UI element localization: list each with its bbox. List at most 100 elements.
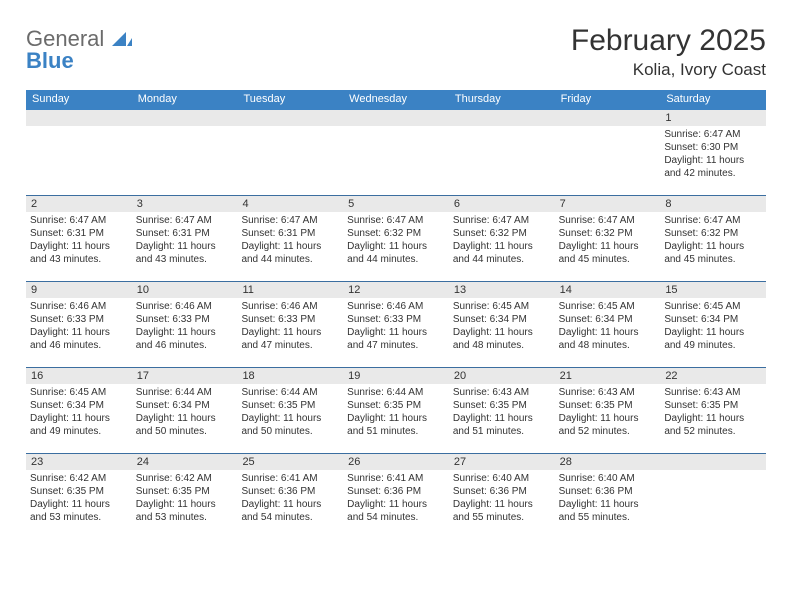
day-details: Sunrise: 6:46 AMSunset: 6:33 PMDaylight:… — [26, 298, 132, 356]
day-cell — [26, 110, 132, 195]
daylight-text: Daylight: 11 hours and 50 minutes. — [136, 412, 234, 438]
day-cell: 20Sunrise: 6:43 AMSunset: 6:35 PMDayligh… — [449, 368, 555, 453]
daylight-text: Daylight: 11 hours and 52 minutes. — [559, 412, 657, 438]
day-cell: 9Sunrise: 6:46 AMSunset: 6:33 PMDaylight… — [26, 282, 132, 367]
day-number: 24 — [132, 454, 238, 470]
day-cell: 17Sunrise: 6:44 AMSunset: 6:34 PMDayligh… — [132, 368, 238, 453]
daylight-text: Daylight: 11 hours and 48 minutes. — [559, 326, 657, 352]
week-row: 2Sunrise: 6:47 AMSunset: 6:31 PMDaylight… — [26, 196, 766, 282]
day-number: 1 — [660, 110, 766, 126]
day-details: Sunrise: 6:42 AMSunset: 6:35 PMDaylight:… — [26, 470, 132, 528]
sunset-text: Sunset: 6:35 PM — [347, 399, 445, 412]
day-details: Sunrise: 6:47 AMSunset: 6:31 PMDaylight:… — [132, 212, 238, 270]
day-number: 21 — [555, 368, 661, 384]
sunrise-text: Sunrise: 6:45 AM — [559, 300, 657, 313]
day-number: 27 — [449, 454, 555, 470]
day-details: Sunrise: 6:40 AMSunset: 6:36 PMDaylight:… — [555, 470, 661, 528]
day-number: 11 — [237, 282, 343, 298]
day-number: 13 — [449, 282, 555, 298]
weekday-header: Wednesday — [343, 90, 449, 110]
week-row: 23Sunrise: 6:42 AMSunset: 6:35 PMDayligh… — [26, 454, 766, 540]
day-details: Sunrise: 6:46 AMSunset: 6:33 PMDaylight:… — [132, 298, 238, 356]
day-number — [449, 110, 555, 126]
page-title: February 2025 — [571, 24, 766, 58]
sunrise-text: Sunrise: 6:47 AM — [136, 214, 234, 227]
sunrise-text: Sunrise: 6:44 AM — [241, 386, 339, 399]
day-number: 18 — [237, 368, 343, 384]
day-cell: 11Sunrise: 6:46 AMSunset: 6:33 PMDayligh… — [237, 282, 343, 367]
sunset-text: Sunset: 6:35 PM — [664, 399, 762, 412]
day-number: 23 — [26, 454, 132, 470]
day-number — [26, 110, 132, 126]
daylight-text: Daylight: 11 hours and 55 minutes. — [559, 498, 657, 524]
sunrise-text: Sunrise: 6:46 AM — [136, 300, 234, 313]
day-number: 16 — [26, 368, 132, 384]
weekday-header: Friday — [555, 90, 661, 110]
day-cell: 1Sunrise: 6:47 AMSunset: 6:30 PMDaylight… — [660, 110, 766, 195]
sunset-text: Sunset: 6:30 PM — [664, 141, 762, 154]
daylight-text: Daylight: 11 hours and 52 minutes. — [664, 412, 762, 438]
day-cell — [660, 454, 766, 540]
daylight-text: Daylight: 11 hours and 47 minutes. — [347, 326, 445, 352]
sunrise-text: Sunrise: 6:47 AM — [453, 214, 551, 227]
day-cell: 25Sunrise: 6:41 AMSunset: 6:36 PMDayligh… — [237, 454, 343, 540]
day-details: Sunrise: 6:44 AMSunset: 6:35 PMDaylight:… — [237, 384, 343, 442]
daylight-text: Daylight: 11 hours and 49 minutes. — [664, 326, 762, 352]
day-details: Sunrise: 6:47 AMSunset: 6:32 PMDaylight:… — [660, 212, 766, 270]
sunset-text: Sunset: 6:32 PM — [453, 227, 551, 240]
sunrise-text: Sunrise: 6:42 AM — [136, 472, 234, 485]
day-details: Sunrise: 6:43 AMSunset: 6:35 PMDaylight:… — [555, 384, 661, 442]
day-cell: 27Sunrise: 6:40 AMSunset: 6:36 PMDayligh… — [449, 454, 555, 540]
daylight-text: Daylight: 11 hours and 50 minutes. — [241, 412, 339, 438]
daylight-text: Daylight: 11 hours and 47 minutes. — [241, 326, 339, 352]
day-details: Sunrise: 6:40 AMSunset: 6:36 PMDaylight:… — [449, 470, 555, 528]
daylight-text: Daylight: 11 hours and 45 minutes. — [559, 240, 657, 266]
day-cell — [237, 110, 343, 195]
daylight-text: Daylight: 11 hours and 55 minutes. — [453, 498, 551, 524]
sunrise-text: Sunrise: 6:43 AM — [664, 386, 762, 399]
day-details: Sunrise: 6:43 AMSunset: 6:35 PMDaylight:… — [449, 384, 555, 442]
sunset-text: Sunset: 6:31 PM — [241, 227, 339, 240]
calendar: Sunday Monday Tuesday Wednesday Thursday… — [26, 90, 766, 540]
sunset-text: Sunset: 6:31 PM — [136, 227, 234, 240]
day-number: 7 — [555, 196, 661, 212]
day-cell: 18Sunrise: 6:44 AMSunset: 6:35 PMDayligh… — [237, 368, 343, 453]
logo-text: General Blue — [26, 28, 132, 72]
day-number: 10 — [132, 282, 238, 298]
sunset-text: Sunset: 6:33 PM — [241, 313, 339, 326]
daylight-text: Daylight: 11 hours and 46 minutes. — [30, 326, 128, 352]
daylight-text: Daylight: 11 hours and 53 minutes. — [30, 498, 128, 524]
sunset-text: Sunset: 6:36 PM — [559, 485, 657, 498]
daylight-text: Daylight: 11 hours and 44 minutes. — [453, 240, 551, 266]
sunset-text: Sunset: 6:33 PM — [136, 313, 234, 326]
daylight-text: Daylight: 11 hours and 43 minutes. — [30, 240, 128, 266]
day-number: 20 — [449, 368, 555, 384]
day-cell: 2Sunrise: 6:47 AMSunset: 6:31 PMDaylight… — [26, 196, 132, 281]
daylight-text: Daylight: 11 hours and 51 minutes. — [347, 412, 445, 438]
title-block: February 2025 Kolia, Ivory Coast — [571, 24, 766, 80]
week-row: 16Sunrise: 6:45 AMSunset: 6:34 PMDayligh… — [26, 368, 766, 454]
sunrise-text: Sunrise: 6:40 AM — [559, 472, 657, 485]
daylight-text: Daylight: 11 hours and 45 minutes. — [664, 240, 762, 266]
daylight-text: Daylight: 11 hours and 48 minutes. — [453, 326, 551, 352]
week-row: 1Sunrise: 6:47 AMSunset: 6:30 PMDaylight… — [26, 110, 766, 196]
sunrise-text: Sunrise: 6:47 AM — [347, 214, 445, 227]
day-number: 12 — [343, 282, 449, 298]
weeks-container: 1 Sunrise: 6:47 AM Sunset: 6:30 PM Daylight… — [26, 110, 766, 540]
day-number: 5 — [343, 196, 449, 212]
daylight-text: Daylight: 11 hours and 54 minutes. — [347, 498, 445, 524]
weekday-header: Thursday — [449, 90, 555, 110]
sunrise-text: Sunrise: 6:46 AM — [347, 300, 445, 313]
day-details: Sunrise: 6:42 AMSunset: 6:35 PMDaylight:… — [132, 470, 238, 528]
day-details: Sunrise: 6:45 AMSunset: 6:34 PMDaylight:… — [449, 298, 555, 356]
day-number: 17 — [132, 368, 238, 384]
sunset-text: Sunset: 6:32 PM — [559, 227, 657, 240]
day-number: 15 — [660, 282, 766, 298]
day-cell: 13Sunrise: 6:45 AMSunset: 6:34 PMDayligh… — [449, 282, 555, 367]
sunrise-text: Sunrise: 6:47 AM — [241, 214, 339, 227]
sunrise-text: Sunrise: 6:42 AM — [30, 472, 128, 485]
day-number — [132, 110, 238, 126]
day-cell: 16Sunrise: 6:45 AMSunset: 6:34 PMDayligh… — [26, 368, 132, 453]
sunset-text: Sunset: 6:35 PM — [136, 485, 234, 498]
sunrise-text: Sunrise: 6:47 AM — [559, 214, 657, 227]
